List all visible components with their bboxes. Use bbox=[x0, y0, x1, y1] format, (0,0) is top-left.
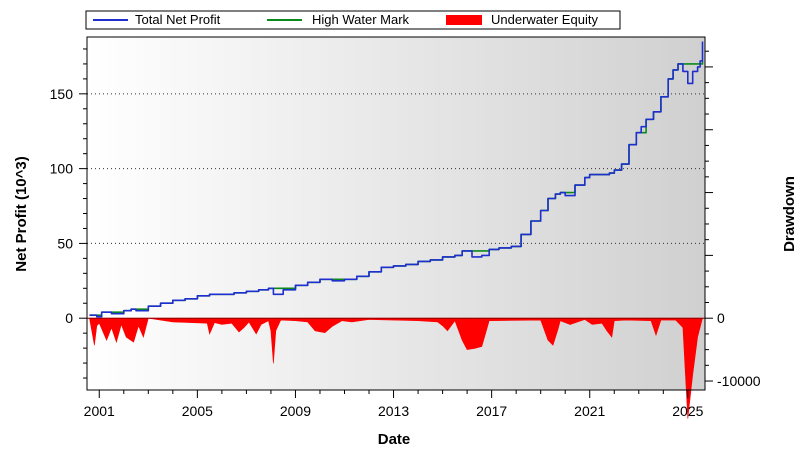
y-tick-label-0: 0 bbox=[65, 310, 73, 326]
x-tick-label-2013: 2013 bbox=[378, 403, 409, 419]
x-tick-label-2005: 2005 bbox=[182, 403, 213, 419]
underwater-equity-area-layer bbox=[87, 317, 705, 419]
y-tick-label-50: 50 bbox=[57, 235, 73, 251]
line-layer bbox=[89, 41, 704, 318]
y2-axis-title: Drawdown bbox=[781, 176, 798, 252]
legend-box bbox=[85, 10, 621, 30]
y-tick-label-150: 150 bbox=[50, 86, 74, 102]
y2-tick-label-0: 0 bbox=[717, 310, 725, 326]
legend: Total Net Profit High Water Mark Underwa… bbox=[85, 10, 621, 30]
x-tick-label-2009: 2009 bbox=[280, 403, 311, 419]
y2-axis-ticks: 0 -10000 bbox=[705, 50, 761, 389]
series-underwater-equity-area bbox=[89, 317, 703, 419]
gridlines bbox=[87, 93, 705, 244]
x-axis-title: Date bbox=[378, 431, 411, 448]
legend-label-high-water-mark: High Water Mark bbox=[312, 12, 410, 27]
x-tick-label-2025: 2025 bbox=[672, 403, 703, 419]
series-total-net-profit-line bbox=[89, 41, 704, 318]
y-axis-title: Net Profit (10^3) bbox=[13, 156, 30, 271]
x-tick-label-2017: 2017 bbox=[476, 403, 507, 419]
x-axis-ticks: 2001 2005 2009 2013 2017 2021 2025 bbox=[84, 390, 704, 419]
y-axis-ticks: 0 50 100 150 bbox=[50, 48, 87, 379]
legend-label-underwater-equity: Underwater Equity bbox=[491, 12, 598, 27]
y-tick-label-100: 100 bbox=[50, 161, 74, 177]
plot-area bbox=[87, 37, 705, 390]
x-tick-label-2001: 2001 bbox=[84, 403, 115, 419]
legend-label-total-net-profit: Total Net Profit bbox=[135, 12, 221, 27]
x-tick-label-2021: 2021 bbox=[574, 403, 605, 419]
y2-tick-label-10000: -10000 bbox=[717, 373, 761, 389]
legend-swatch-underwater-equity bbox=[446, 15, 482, 25]
